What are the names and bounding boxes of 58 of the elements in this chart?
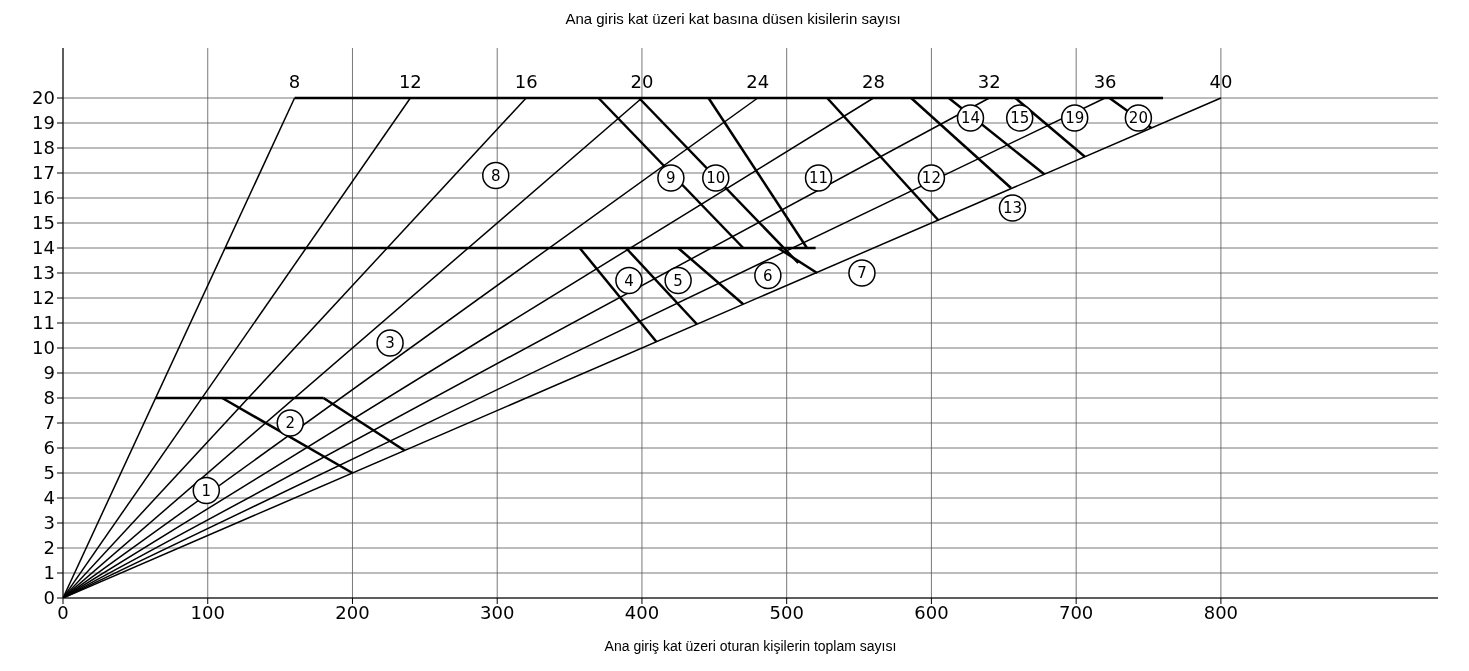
series-label: 24 bbox=[746, 71, 770, 92]
y-tick-label: 14 bbox=[32, 237, 55, 259]
y-tick-label: 7 bbox=[43, 412, 55, 434]
y-tick-label: 1 bbox=[43, 562, 55, 584]
y-tick-label: 17 bbox=[32, 162, 55, 184]
series-label: 32 bbox=[977, 71, 1001, 92]
series-label: 28 bbox=[862, 71, 885, 92]
series-label: 40 bbox=[1209, 71, 1233, 92]
annotation: 11 bbox=[808, 169, 829, 188]
annotation: 3 bbox=[385, 334, 395, 353]
y-tick-label: 13 bbox=[32, 262, 55, 284]
y-tick-label: 6 bbox=[43, 437, 55, 459]
series-label: 16 bbox=[514, 71, 538, 92]
y-tick-label: 4 bbox=[43, 487, 55, 509]
annotation: 12 bbox=[921, 169, 941, 188]
x-tick-label: 400 bbox=[624, 601, 660, 623]
series-label: 8 bbox=[288, 71, 301, 92]
y-tick-label: 10 bbox=[32, 337, 55, 359]
y-tick-label: 11 bbox=[32, 312, 55, 334]
x-tick-label: 500 bbox=[769, 601, 804, 623]
x-tick-label: 700 bbox=[1058, 601, 1094, 623]
y-tick-label: 2 bbox=[43, 537, 55, 559]
y-tick-label: 8 bbox=[43, 387, 55, 409]
y-tick-label: 9 bbox=[43, 362, 55, 384]
y-tick-label: 20 bbox=[32, 87, 55, 109]
x-tick-label: 300 bbox=[480, 601, 515, 623]
y-tick-label: 3 bbox=[43, 512, 55, 534]
annotation: 5 bbox=[673, 271, 683, 290]
annotation: 13 bbox=[1002, 199, 1023, 218]
y-tick-label: 18 bbox=[32, 137, 55, 159]
annotation: 6 bbox=[763, 266, 773, 285]
annotation: 19 bbox=[1065, 109, 1085, 128]
series-label: 36 bbox=[1093, 71, 1117, 92]
x-tick-label: 200 bbox=[335, 601, 370, 623]
series-label: 20 bbox=[630, 71, 654, 92]
x-tick-label: 600 bbox=[914, 601, 949, 623]
y-tick-label: 15 bbox=[32, 212, 55, 234]
annotation: 10 bbox=[706, 169, 726, 188]
chart-title: Ana giris kat üzeri kat basına düsen kisilerin sayısı bbox=[564, 10, 902, 27]
annotation: 1 bbox=[201, 481, 212, 500]
y-tick-label: 16 bbox=[32, 187, 55, 209]
annotation: 2 bbox=[285, 414, 296, 433]
annotation: 20 bbox=[1128, 109, 1148, 128]
x-tick-label: 800 bbox=[1203, 601, 1239, 623]
y-tick-label: 0 bbox=[43, 587, 55, 609]
annotation: 14 bbox=[960, 109, 981, 128]
annotation: 15 bbox=[1010, 109, 1030, 128]
annotation: 7 bbox=[857, 264, 867, 283]
y-tick-label: 12 bbox=[32, 287, 55, 309]
y-tick-label: 5 bbox=[43, 462, 55, 484]
x-tick-label: 100 bbox=[190, 601, 225, 623]
x-tick-label: 0 bbox=[57, 601, 69, 623]
y-tick-label: 19 bbox=[32, 112, 55, 134]
annotation: 8 bbox=[490, 166, 501, 185]
annotation: 9 bbox=[666, 169, 676, 188]
series-label: 12 bbox=[398, 71, 422, 92]
x-axis-title: Ana giriş kat üzeri oturan kişilerin toplam sayısı bbox=[604, 638, 897, 654]
annotation: 4 bbox=[624, 271, 634, 290]
